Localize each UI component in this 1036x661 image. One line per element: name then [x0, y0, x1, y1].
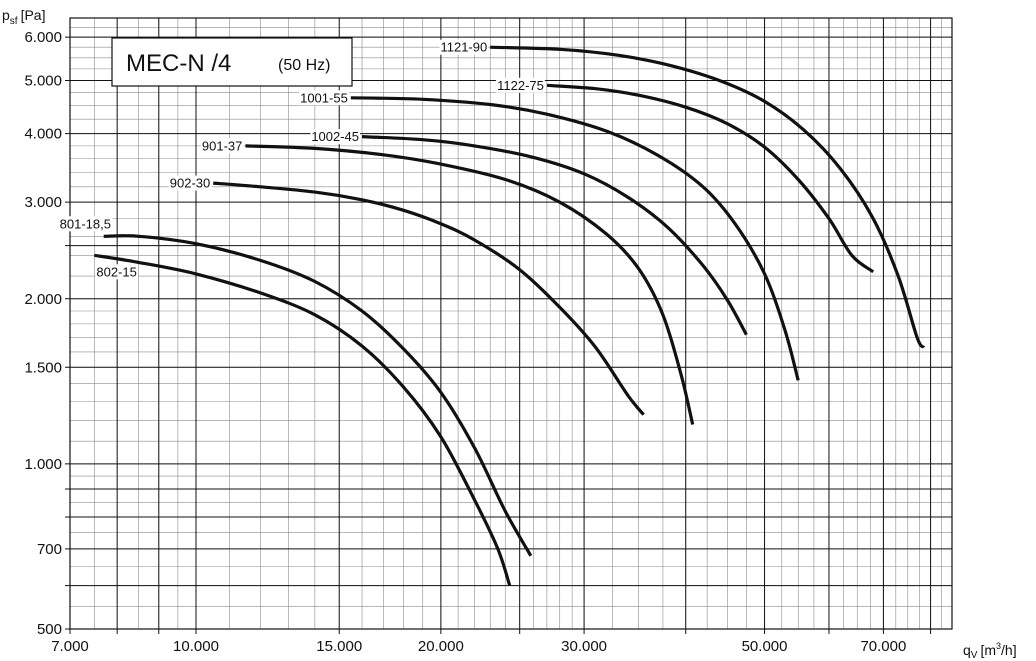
y-tick-label: 6.000 [24, 29, 62, 46]
chart-subtitle: (50 Hz) [278, 57, 330, 74]
fan-curve [361, 135, 748, 336]
y-tick-label: 2.000 [24, 291, 62, 308]
curve-label: 1122-75 [497, 78, 544, 93]
curve-label-background [310, 129, 361, 145]
curve-label: 1001-55 [300, 90, 348, 105]
fan-curve [94, 253, 512, 587]
x-tick-labels: 7.000 10.000 15.000 20.000 30.000 50.000 70.00… [51, 638, 906, 655]
curve-label-background [496, 77, 545, 93]
fan-curve [245, 144, 695, 425]
x-axis-label-unit-exponent: 3 [996, 641, 1001, 651]
y-axis-label: psf [Pa] [2, 7, 45, 27]
x-tick-label: 70.000 [860, 638, 906, 655]
fan-curves [94, 45, 926, 587]
y-axis-label-symbol: p [2, 7, 10, 23]
curve-label-background [299, 90, 349, 106]
curve-label-background [95, 264, 138, 280]
x-tick-label: 30.000 [561, 638, 607, 655]
y-tick-label: 5.000 [24, 72, 62, 89]
x-tick-label: 50.000 [742, 638, 788, 655]
x-tick-label: 7.000 [51, 638, 89, 655]
curve-label: 901-37 [202, 138, 242, 153]
fan-curve [350, 96, 800, 381]
x-axis-label-symbol: q [963, 642, 971, 658]
y-tick-label: 4.000 [24, 126, 62, 143]
y-axis-label-unit: [Pa] [21, 7, 46, 23]
fan-curve [490, 45, 926, 349]
chart-title: MEC-N /4 [126, 50, 231, 77]
curve-labels: 801-18,5 802-15 902-30 901-37 1002-45 1001-55… [58, 39, 545, 280]
curve-label: 902-30 [170, 176, 210, 191]
title-box: MEC-N /4 (50 Hz) [111, 37, 353, 87]
fan-curve [213, 181, 645, 416]
x-axis-label-subscript: V [971, 650, 978, 661]
title-box-frame [111, 37, 353, 87]
y-tick-labels: 500 700 1.000 1.500 2.000 3.000 4.000 5.000 6.00… [24, 29, 62, 638]
curve-label-background [200, 138, 244, 154]
fan-curve [546, 83, 875, 274]
x-tick-label: 15.000 [316, 638, 362, 655]
curve-label: 801-18,5 [60, 216, 111, 231]
curve-label-background [439, 39, 489, 55]
x-tick-label: 20.000 [418, 638, 464, 655]
y-axis-label-subscript: sf [10, 16, 18, 27]
y-tick-label: 3.000 [24, 194, 62, 211]
curve-label: 1002-45 [311, 129, 359, 144]
x-axis-label-unit-close: /h] [1001, 642, 1017, 658]
curve-label: 802-15 [96, 264, 136, 279]
plot-frame [69, 17, 953, 630]
y-tick-label: 1.000 [24, 456, 62, 473]
y-tick-label: 700 [37, 541, 62, 558]
y-tick-label: 500 [37, 621, 62, 638]
curve-label-background [168, 175, 212, 191]
curve-label: 1121-90 [440, 40, 487, 55]
fan-curve [103, 234, 533, 557]
y-tick-label: 1.500 [24, 359, 62, 376]
x-tick-label: 10.000 [173, 638, 219, 655]
x-axis-label: qV [m3/h] [963, 641, 1017, 661]
curve-label-background [58, 216, 112, 232]
x-axis-label-unit-open: [m [980, 642, 996, 658]
